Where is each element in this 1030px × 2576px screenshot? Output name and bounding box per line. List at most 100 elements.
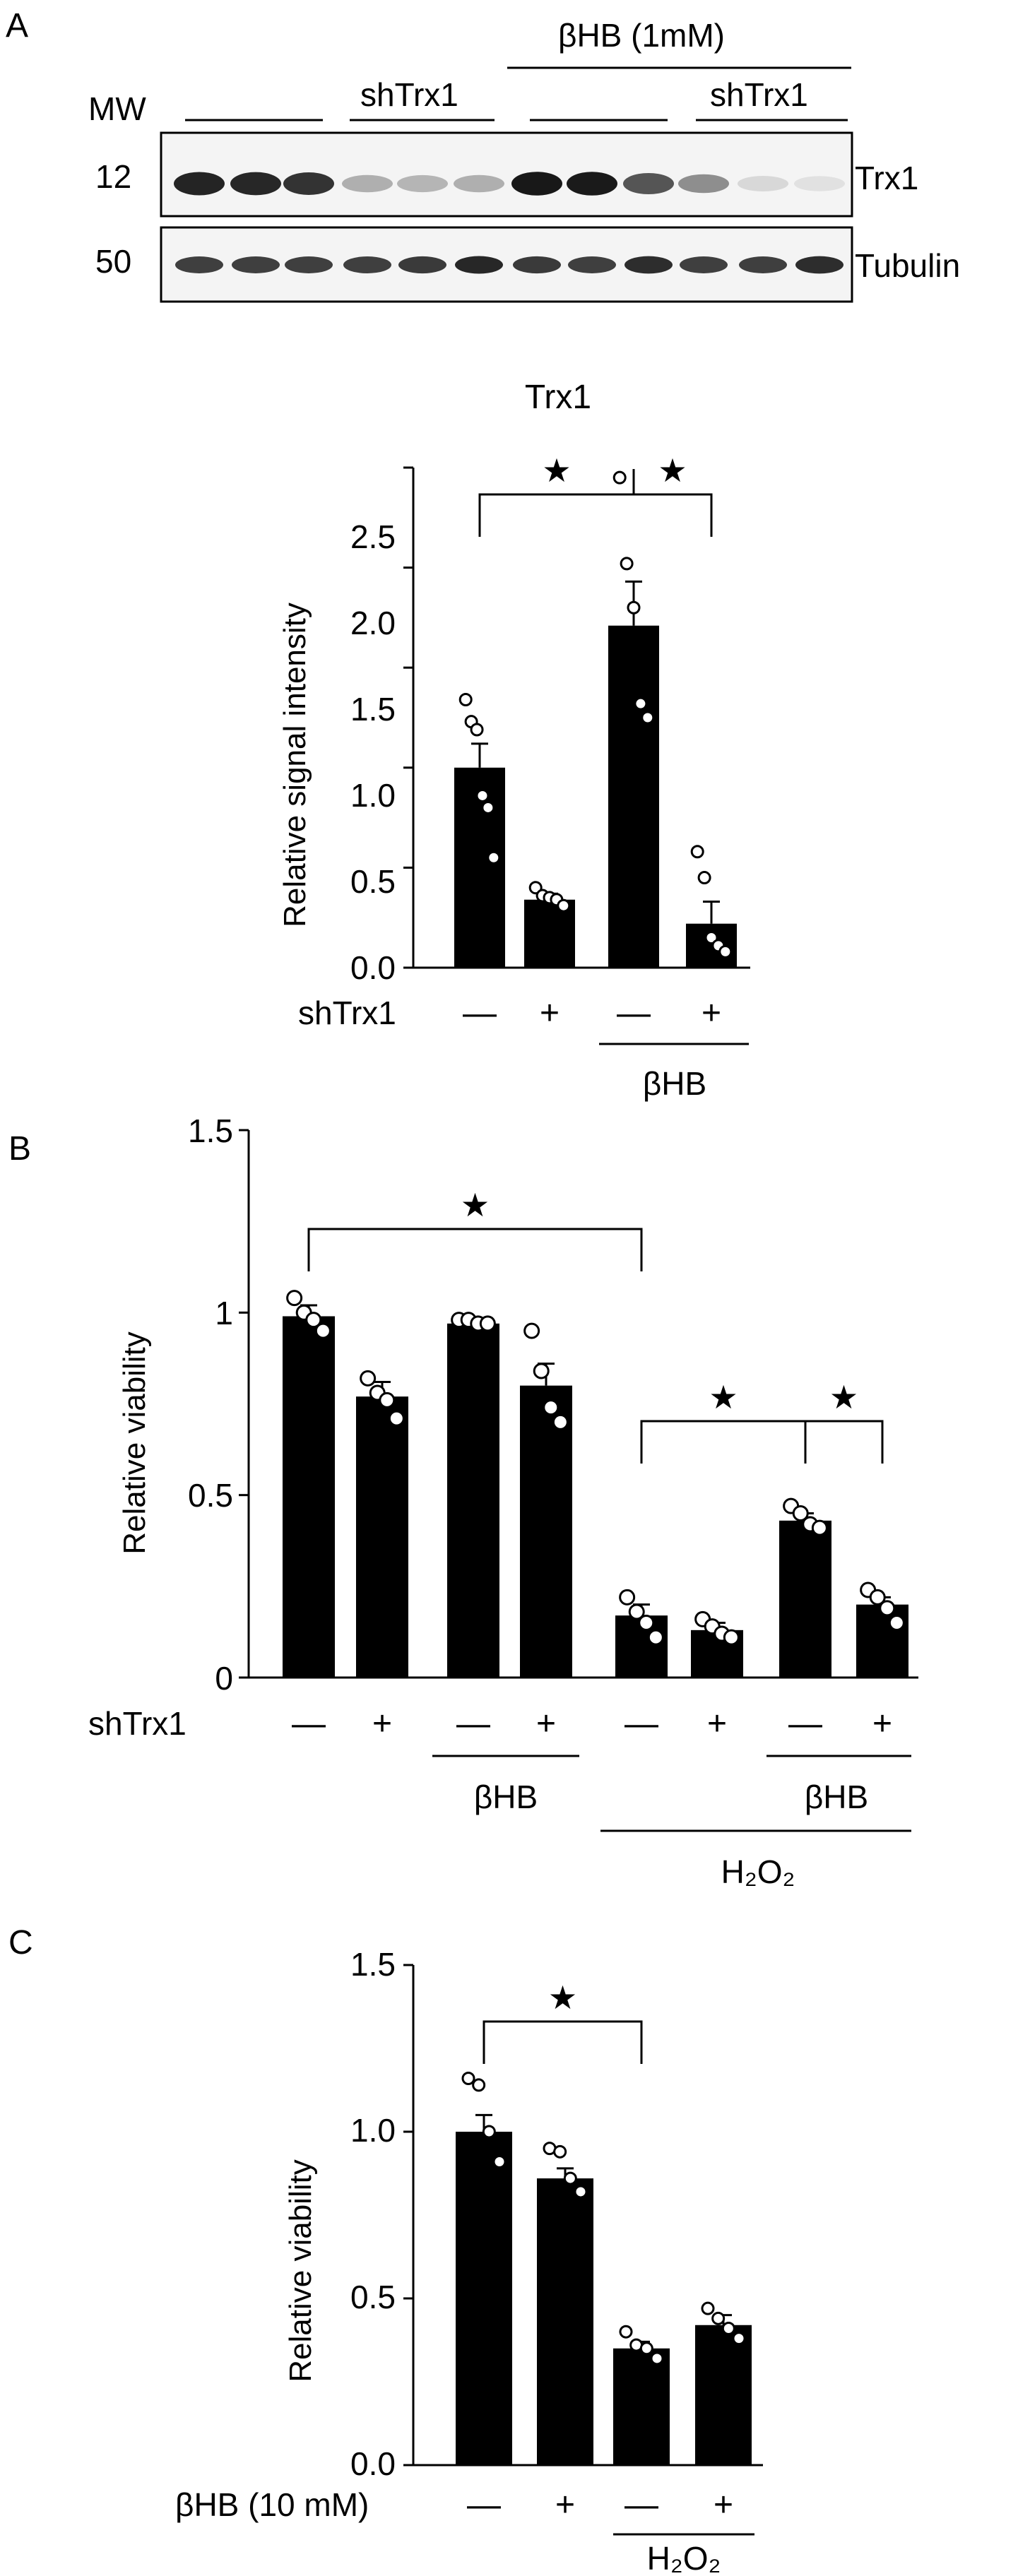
band-label-tubulin: Tubulin bbox=[855, 247, 960, 284]
chart-a-significance-star: ★ bbox=[542, 452, 571, 489]
chart-b-data-point bbox=[533, 1363, 550, 1379]
chart-a-significance-star: ★ bbox=[658, 452, 687, 489]
chart-b-bar bbox=[283, 1316, 335, 1678]
chart-c-plot: ★ bbox=[403, 1964, 763, 2467]
tubulin-band bbox=[343, 256, 391, 273]
chart-c-data-point bbox=[492, 2154, 507, 2168]
band-label-trx1: Trx1 bbox=[855, 160, 918, 196]
chart-a-ytick: 0.0 bbox=[350, 949, 396, 986]
chart-c-ytick: 1.0 bbox=[350, 2112, 396, 2149]
chart-c-data-point bbox=[721, 2321, 735, 2335]
chart-b-data-point bbox=[286, 1290, 303, 1307]
chart-a-category: + bbox=[540, 995, 560, 1032]
trx1-band bbox=[454, 174, 504, 193]
chart-a-significance-bracket bbox=[632, 469, 713, 537]
chart-b-data-point bbox=[647, 1629, 664, 1646]
chart-b-ytick: 0 bbox=[215, 1660, 233, 1697]
tubulin-band bbox=[624, 256, 673, 274]
chart-a-data-point bbox=[557, 898, 571, 913]
chart-c-category: — bbox=[467, 2486, 501, 2524]
tubulin-band bbox=[455, 256, 503, 274]
chart-c-ylabel: Relative viability bbox=[283, 2159, 318, 2382]
chart-c-ytick: 0.5 bbox=[350, 2279, 396, 2315]
chart-b-bar bbox=[856, 1604, 908, 1678]
tubulin-bands bbox=[175, 256, 843, 274]
trx1-band bbox=[511, 172, 562, 196]
trx1-band bbox=[174, 172, 225, 196]
chart-a-data-point bbox=[612, 470, 627, 485]
chart-b-significance-star: ★ bbox=[829, 1379, 858, 1415]
chart-c: C Relative viability 0.0 0.5 1.0 1.5 ★ β… bbox=[8, 1924, 763, 2576]
chart-b-category: + bbox=[372, 1705, 392, 1743]
chart-a-bar bbox=[686, 923, 737, 968]
chart-b-data-point bbox=[552, 1413, 569, 1430]
blot-shtrx1-label-left: shTrx1 bbox=[360, 76, 458, 113]
chart-a-data-point bbox=[487, 850, 501, 865]
chart-b-significance-bracket bbox=[640, 1420, 807, 1464]
chart-c-significance-bracket bbox=[483, 2020, 643, 2064]
chart-b-ytick: 0.5 bbox=[188, 1477, 233, 1514]
blot-shtrx1-label-right: shTrx1 bbox=[710, 76, 808, 113]
chart-b-yticks: 0 0.5 1 1.5 bbox=[188, 1112, 233, 1697]
chart-a-data-point bbox=[718, 944, 733, 958]
trx1-band bbox=[342, 174, 393, 193]
chart-b-ytick: 1.5 bbox=[188, 1112, 233, 1149]
tubulin-band bbox=[795, 256, 843, 274]
trx1-band bbox=[678, 174, 729, 194]
chart-b-data-point bbox=[619, 1589, 636, 1605]
chart-b-category: + bbox=[536, 1705, 556, 1743]
chart-c-bar bbox=[613, 2348, 670, 2465]
chart-a-ytick: 2.5 bbox=[350, 518, 396, 555]
chart-a-category: — bbox=[463, 995, 497, 1032]
panel-b-letter: B bbox=[8, 1130, 31, 1168]
chart-b-category: — bbox=[624, 1705, 658, 1743]
chart-a-category: — bbox=[617, 995, 651, 1032]
tubulin-band bbox=[513, 256, 561, 274]
tubulin-band bbox=[175, 256, 223, 273]
chart-b-significance-bracket bbox=[307, 1228, 643, 1271]
chart-c-data-point bbox=[553, 2144, 567, 2159]
chart-a-ytick: 0.5 bbox=[350, 863, 396, 900]
tubulin-band bbox=[568, 256, 616, 273]
chart-c-yticks: 0.0 0.5 1.0 1.5 bbox=[350, 1946, 396, 2482]
trx1-band bbox=[567, 172, 617, 196]
chart-c-ytick: 1.5 bbox=[350, 1946, 396, 1983]
chart-a: Trx1 Relative signal intensity 0.0 0.5 1… bbox=[278, 379, 750, 1102]
chart-b-data-point bbox=[723, 1629, 740, 1646]
chart-a-title: Trx1 bbox=[525, 379, 591, 416]
chart-a-data-point bbox=[627, 600, 641, 615]
chart-b-category: — bbox=[788, 1705, 822, 1743]
chart-a-data-point bbox=[634, 696, 648, 711]
chart-b-data-point bbox=[811, 1519, 828, 1536]
chart-b-plot: ★ ★ ★ bbox=[239, 1129, 918, 1679]
chart-c-ytick: 0.0 bbox=[350, 2445, 396, 2482]
chart-b-data-point bbox=[360, 1370, 377, 1387]
chart-b-significance-star: ★ bbox=[461, 1187, 490, 1223]
chart-c-bar bbox=[537, 2178, 593, 2465]
chart-b-bar bbox=[520, 1385, 572, 1678]
tubulin-band bbox=[285, 256, 333, 273]
chart-a-data-point bbox=[690, 845, 704, 859]
chart-c-data-point bbox=[574, 2185, 588, 2199]
chart-a-data-point bbox=[470, 723, 484, 737]
chart-c-category: + bbox=[714, 2486, 733, 2524]
chart-a-data-point bbox=[620, 557, 634, 571]
chart-a-row-label: shTrx1 bbox=[298, 995, 396, 1031]
chart-c-data-point bbox=[472, 2078, 486, 2092]
chart-b-data-point bbox=[388, 1410, 405, 1427]
chart-a-ylabel: Relative signal intensity bbox=[278, 603, 312, 927]
chart-c-category: — bbox=[624, 2486, 658, 2524]
chart-b-significance-star: ★ bbox=[709, 1379, 738, 1415]
chart-a-yticks: 0.0 0.5 1.0 1.5 2.0 2.5 bbox=[350, 518, 396, 986]
chart-b: B Relative viability 0 0.5 1 1.5 ★ ★ ★ shT… bbox=[8, 1112, 918, 1890]
chart-b-data-point bbox=[628, 1603, 645, 1620]
chart-a-data-point bbox=[475, 788, 490, 802]
chart-b-categories: — + — + — + — + bbox=[292, 1705, 892, 1743]
mw-marker-12: 12 bbox=[95, 158, 131, 195]
trx1-band bbox=[623, 173, 674, 194]
chart-b-data-point bbox=[314, 1322, 331, 1339]
chart-a-data-point bbox=[697, 871, 711, 885]
chart-a-ytick: 1.5 bbox=[350, 691, 396, 728]
chart-a-bar bbox=[608, 625, 659, 968]
chart-b-row-label: shTrx1 bbox=[88, 1705, 187, 1742]
